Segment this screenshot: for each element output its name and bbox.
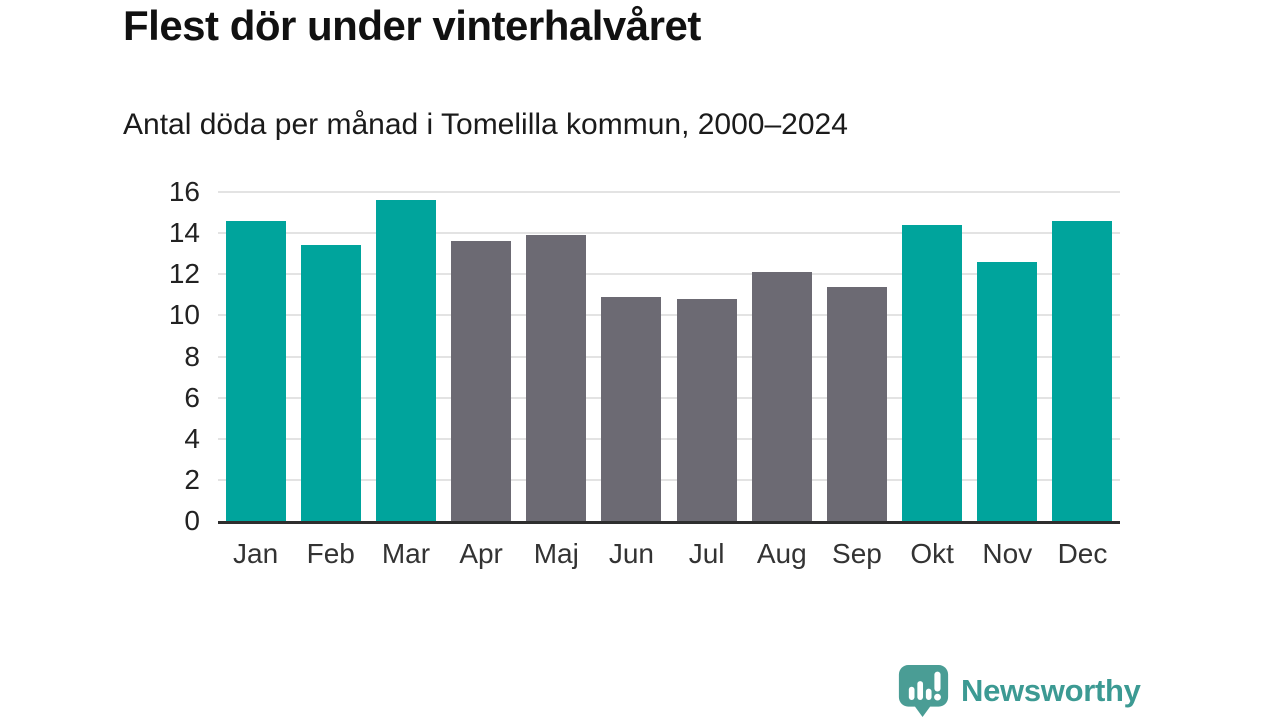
chart-title: Flest dör under vinterhalvåret	[123, 2, 701, 49]
y-tick-label-14: 14	[168, 217, 200, 249]
bar-mar	[375, 200, 436, 521]
bar-nov	[977, 261, 1038, 521]
bar-series	[218, 192, 1120, 521]
bar-jan	[225, 220, 286, 521]
bar-maj	[526, 235, 587, 521]
bar-slot-maj	[519, 192, 594, 521]
bar-slot-nov	[970, 192, 1045, 521]
bar-slot-dec	[1045, 192, 1120, 521]
bar-aug	[751, 272, 812, 521]
x-tick-label-jan: Jan	[233, 538, 279, 569]
bar-slot-feb	[293, 192, 368, 521]
gridline-y-10	[218, 314, 1120, 317]
x-tick-label-mar: Mar	[381, 538, 431, 569]
y-tick-label-4: 4	[184, 422, 200, 454]
gridline-y-4	[218, 437, 1120, 440]
x-tick-label-nov: Nov	[982, 538, 1033, 569]
brand-footer: Newsworthy	[897, 663, 1141, 719]
x-tick-label-jul: Jul	[688, 538, 725, 569]
bar-dec	[1052, 220, 1113, 521]
bar-slot-sep	[819, 192, 894, 521]
gridline-y-16	[218, 191, 1120, 193]
gridline-y-8	[218, 355, 1120, 358]
chart-subtitle: Antal döda per månad i Tomelilla kommun,…	[123, 108, 848, 141]
bar-slot-apr	[444, 192, 519, 521]
y-tick-label-10: 10	[168, 299, 200, 331]
bar-apr	[451, 241, 512, 521]
x-tick-label-sep: Sep	[832, 538, 882, 569]
bar-slot-aug	[744, 192, 819, 521]
plot-area	[218, 191, 1120, 524]
bar-slot-jul	[669, 192, 744, 521]
x-tick-label-jun: Jun	[608, 538, 655, 569]
brand-name: Newsworthy	[961, 673, 1141, 708]
bar-slot-mar	[368, 192, 443, 521]
y-tick-label-8: 8	[184, 340, 200, 372]
x-axis: Jan Feb Mar Apr Maj Jun Jul Aug Sep Okt Nov Dec	[218, 538, 1120, 570]
bar-feb	[300, 245, 361, 521]
bar-sep	[826, 286, 887, 521]
newsworthy-logo-icon	[897, 663, 950, 719]
x-tick-label-maj: Maj	[533, 538, 579, 569]
y-axis: 0 2 4 6 8 10 12 14 16	[0, 178, 200, 535]
x-tick-label-apr: Apr	[459, 538, 503, 569]
y-tick-label-0: 0	[184, 505, 200, 536]
gridline-y-2	[218, 478, 1120, 481]
y-tick-label-16: 16	[168, 176, 200, 207]
y-tick-label-2: 2	[184, 463, 200, 495]
bar-slot-jun	[594, 192, 669, 521]
gridline-y-6	[218, 396, 1120, 399]
bar-okt	[902, 224, 963, 521]
bar-slot-jan	[218, 192, 293, 521]
x-tick-label-dec: Dec	[1057, 538, 1108, 569]
bar-slot-okt	[895, 192, 970, 521]
x-tick-label-feb: Feb	[306, 538, 355, 569]
x-tick-label-okt: Okt	[910, 538, 954, 569]
y-tick-label-6: 6	[184, 381, 200, 413]
gridline-y-14	[218, 232, 1120, 235]
gridline-y-12	[218, 273, 1120, 276]
x-tick-label-aug: Aug	[756, 538, 807, 569]
bar-jul	[676, 298, 737, 521]
bar-jun	[601, 296, 662, 521]
y-tick-label-12: 12	[168, 258, 200, 290]
